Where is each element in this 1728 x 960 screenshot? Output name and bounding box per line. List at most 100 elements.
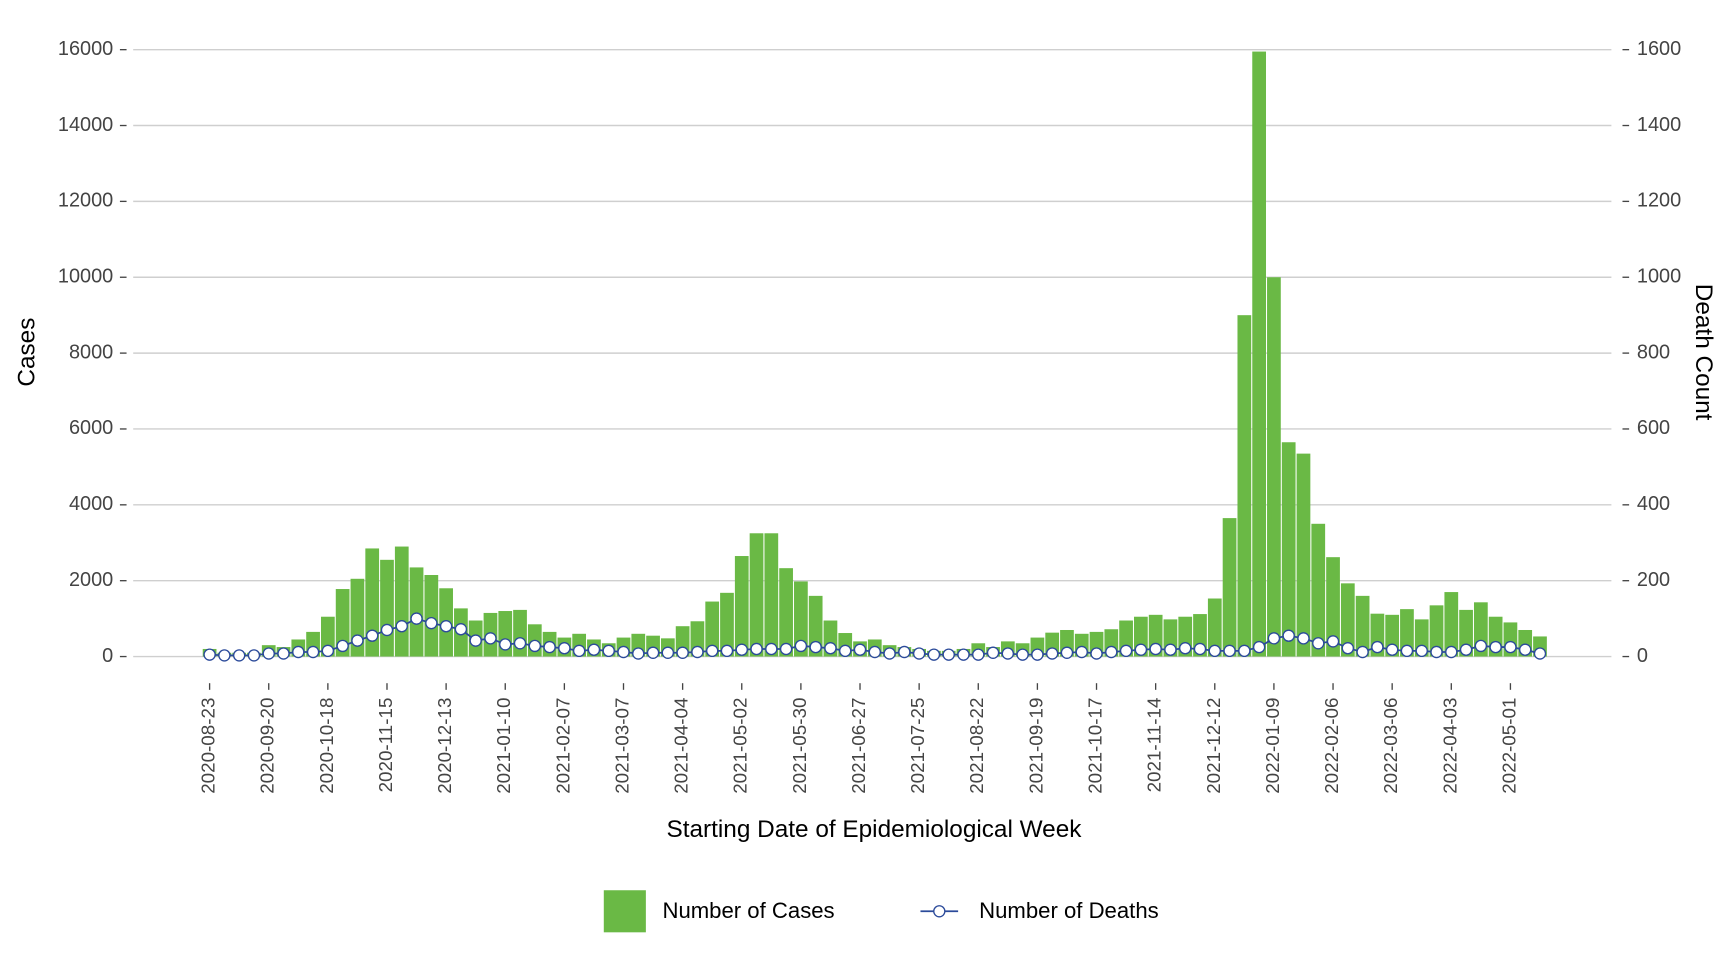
bar [1355, 595, 1370, 657]
x-tick-label: 2022-01-09 [1262, 698, 1283, 794]
death-marker [1297, 632, 1310, 645]
bar [1296, 453, 1311, 657]
death-marker [676, 646, 689, 659]
death-marker [1267, 632, 1281, 645]
death-marker [1400, 644, 1414, 658]
bar [1267, 277, 1281, 657]
death-marker [1149, 642, 1162, 656]
x-tick-label: 2021-05-30 [789, 698, 810, 794]
death-marker [720, 644, 734, 658]
bar [335, 589, 350, 657]
death-marker [1193, 642, 1207, 656]
death-marker [750, 642, 763, 656]
x-tick-label: 2020-11-15 [375, 698, 396, 793]
death-marker [1105, 645, 1118, 659]
death-marker [1430, 645, 1443, 659]
death-marker [1223, 644, 1236, 658]
bar [365, 548, 380, 657]
y-tick-label: 2000 [69, 569, 113, 591]
death-marker [366, 629, 379, 642]
death-marker [395, 620, 408, 633]
y-tick-label: 14000 [58, 114, 113, 136]
x-tick-label: 2022-03-06 [1380, 698, 1401, 794]
death-marker [824, 642, 837, 655]
bar [1207, 598, 1222, 657]
bar [1429, 605, 1444, 657]
x-tick-label: 2021-09-19 [1025, 698, 1046, 794]
x-tick-label: 2021-10-17 [1084, 698, 1105, 794]
bar [394, 546, 409, 657]
death-marker [809, 640, 822, 654]
death-marker [351, 634, 364, 647]
bar [1400, 609, 1414, 657]
death-marker [1533, 647, 1547, 660]
death-marker [587, 643, 601, 656]
death-marker [839, 644, 852, 658]
death-marker [1312, 637, 1325, 650]
death-marker [1001, 647, 1015, 660]
legend-swatch-marker [933, 905, 946, 918]
x-tick-label: 2021-02-07 [552, 698, 573, 794]
death-marker [484, 632, 497, 645]
bar [409, 567, 424, 657]
y-tick-label: 12000 [58, 190, 113, 212]
x-tick-label: 2020-12-13 [434, 698, 455, 794]
death-marker [572, 644, 586, 658]
death-marker [1075, 645, 1088, 659]
legend-swatch [603, 890, 646, 933]
death-marker [1415, 644, 1428, 658]
death-marker [321, 644, 335, 658]
death-marker [247, 649, 261, 662]
y2-tick-label: 1000 [1637, 266, 1681, 288]
death-marker [513, 637, 527, 650]
death-marker [735, 643, 748, 656]
death-marker [454, 623, 468, 636]
x-tick-label: 2021-01-10 [493, 698, 514, 794]
x-tick-label: 2020-09-20 [257, 698, 278, 794]
death-marker [617, 645, 630, 659]
x-tick-label: 2021-03-07 [611, 698, 632, 794]
y2-tick-label: 1600 [1637, 38, 1681, 60]
bar [1326, 557, 1340, 657]
death-marker [410, 612, 423, 625]
death-marker [691, 645, 704, 659]
death-marker [868, 645, 881, 659]
x-tick-label: 2021-11-14 [1144, 698, 1165, 793]
death-marker [661, 646, 675, 659]
death-marker [853, 643, 867, 656]
death-marker [1252, 640, 1266, 654]
death-marker [1031, 648, 1044, 661]
y2-tick-label: 1200 [1637, 190, 1681, 212]
bar [513, 609, 527, 657]
death-marker [1356, 645, 1369, 659]
y2-tick-label: 800 [1637, 341, 1670, 363]
bar [1281, 442, 1296, 657]
bar [764, 533, 779, 657]
death-marker [942, 648, 955, 661]
y-tick-label: 16000 [58, 38, 113, 60]
x-axis-title: Starting Date of Epidemiological Week [666, 816, 1082, 843]
bar [1237, 315, 1252, 657]
y2-tick-label: 0 [1637, 645, 1648, 667]
x-tick-label: 2021-12-12 [1203, 698, 1224, 794]
death-marker [1341, 642, 1355, 655]
y-tick-label: 0 [102, 645, 113, 667]
y-axis-title: Cases [13, 318, 40, 387]
death-marker [425, 616, 438, 630]
death-marker [1445, 645, 1458, 659]
death-marker [705, 644, 719, 658]
y2-tick-label: 1400 [1637, 114, 1681, 136]
death-marker [765, 642, 778, 656]
bar [808, 595, 823, 657]
death-marker [558, 642, 571, 655]
death-marker [203, 648, 216, 661]
x-tick-label: 2020-08-23 [198, 698, 219, 794]
x-tick-label: 2022-05-01 [1498, 698, 1519, 794]
death-marker [1519, 643, 1532, 656]
x-tick-label: 2020-10-18 [316, 698, 337, 794]
death-marker [898, 645, 911, 659]
x-tick-label: 2021-08-22 [966, 698, 987, 794]
death-marker [469, 634, 482, 647]
death-marker [218, 649, 231, 662]
death-marker [528, 639, 542, 653]
